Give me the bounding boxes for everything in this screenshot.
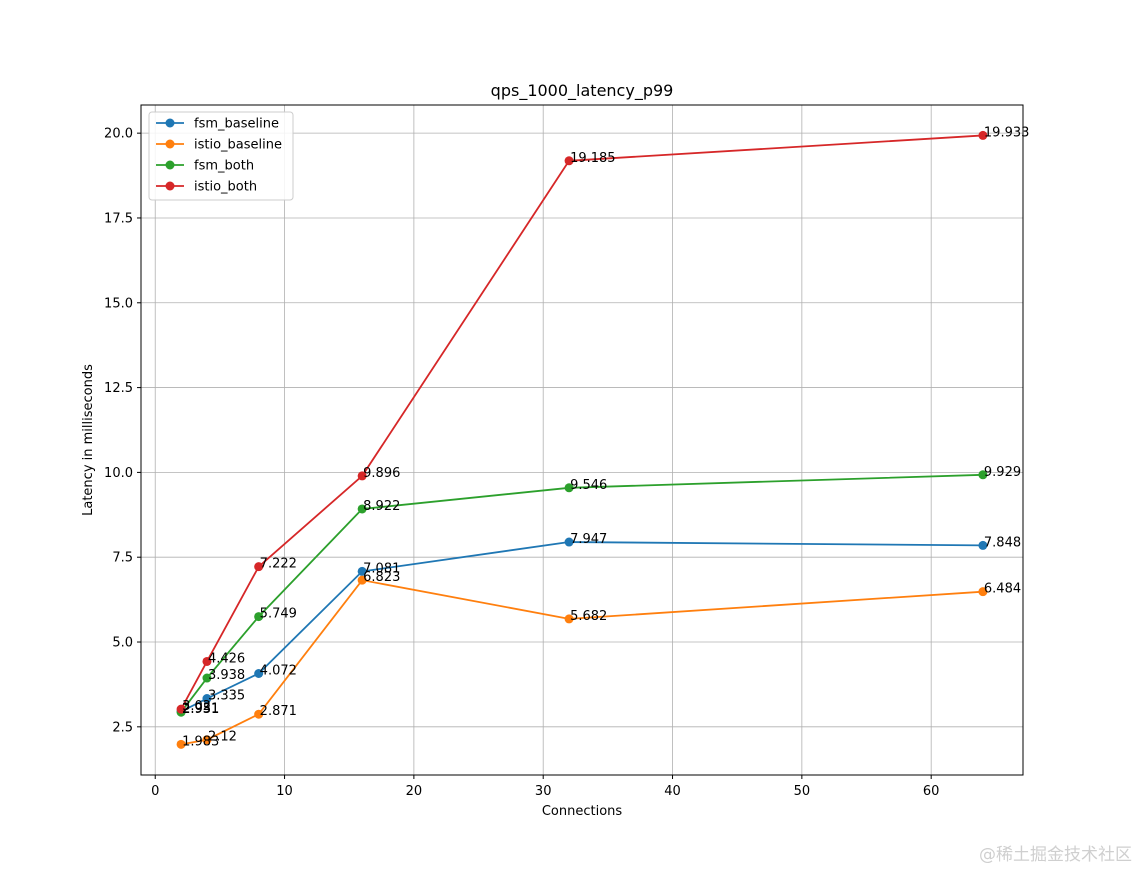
data-point-fsm_both bbox=[202, 673, 212, 683]
legend-label-fsm_baseline: fsm_baseline bbox=[194, 117, 279, 132]
data-label-istio_both: 7.222 bbox=[260, 557, 297, 572]
legend-label-istio_both: istio_both bbox=[194, 180, 257, 195]
data-label-istio_baseline: 6.823 bbox=[363, 570, 400, 585]
data-point-fsm_both bbox=[564, 483, 574, 493]
data-point-istio_both bbox=[202, 656, 212, 666]
data-point-fsm_baseline bbox=[564, 537, 574, 547]
data-label-fsm_baseline: 7.081 bbox=[363, 561, 400, 576]
y-tick-label: 17.5 bbox=[104, 211, 133, 226]
y-tick-label: 10.0 bbox=[104, 466, 133, 481]
y-tick-label: 15.0 bbox=[104, 296, 133, 311]
data-point-istio_baseline bbox=[564, 614, 574, 624]
y-tick-label: 2.5 bbox=[112, 720, 133, 735]
data-label-istio_both: 19.185 bbox=[570, 151, 616, 166]
data-label-fsm_baseline: 3.335 bbox=[208, 689, 245, 704]
data-point-istio_baseline bbox=[254, 709, 264, 719]
data-label-fsm_both: 5.749 bbox=[260, 607, 297, 622]
data-point-fsm_baseline bbox=[202, 694, 212, 704]
y-tick-label: 5.0 bbox=[112, 636, 133, 651]
legend-marker-fsm_both bbox=[165, 160, 175, 170]
data-label-istio_baseline: 2.12 bbox=[208, 730, 237, 745]
data-label-fsm_both: 3.938 bbox=[208, 668, 245, 683]
chart-title: qps_1000_latency_p99 bbox=[491, 81, 674, 101]
data-point-fsm_both bbox=[254, 612, 264, 622]
y-axis-ticks: 2.5 5.0 7.5 10.0 12.5 15.0 17.5 20.0 bbox=[104, 127, 141, 735]
legend: fsm_baseline istio_baseline fsm_both istio_… bbox=[148, 111, 294, 201]
legend-label-fsm_both: fsm_both bbox=[194, 159, 254, 174]
data-point-istio_both bbox=[564, 156, 574, 166]
data-label-istio_baseline: 6.484 bbox=[984, 582, 1021, 597]
y-tick-label: 20.0 bbox=[104, 127, 133, 142]
y-axis-label: Latency in milliseconds bbox=[81, 364, 96, 516]
grid-lines bbox=[141, 105, 1023, 775]
x-tick-label: 60 bbox=[923, 784, 940, 799]
data-label-istio_both: 9.896 bbox=[363, 466, 400, 481]
data-label-istio_baseline: 1.983 bbox=[182, 734, 219, 749]
data-point-fsm_both bbox=[357, 504, 367, 514]
watermark: @稀土掘金技术社区 bbox=[979, 845, 1132, 865]
series-line-istio_both bbox=[180, 134, 983, 710]
data-point-istio_both bbox=[357, 471, 367, 481]
data-point-fsm_baseline bbox=[357, 566, 367, 576]
data-label-istio_baseline: 5.682 bbox=[570, 609, 607, 624]
y-tick-label: 7.5 bbox=[112, 551, 133, 566]
data-point-istio_baseline bbox=[978, 587, 988, 597]
data-label-fsm_baseline: 7.848 bbox=[984, 535, 1021, 550]
x-axis-label: Connections bbox=[542, 804, 623, 819]
data-point-fsm_both bbox=[978, 470, 988, 480]
data-label-fsm_both: 8.922 bbox=[363, 499, 400, 514]
data-label-istio_both: 19.933 bbox=[984, 125, 1030, 140]
x-tick-label: 40 bbox=[664, 784, 681, 799]
data-point-istio_baseline bbox=[357, 575, 367, 585]
data-label-fsm_both: 9.546 bbox=[570, 478, 607, 493]
legend-label-istio_baseline: istio_baseline bbox=[194, 138, 282, 153]
series-line-fsm_baseline bbox=[180, 541, 983, 713]
series-group bbox=[176, 130, 988, 749]
series-line-fsm_both bbox=[180, 473, 983, 713]
data-label-fsm_baseline: 4.072 bbox=[260, 663, 297, 678]
x-tick-label: 0 bbox=[151, 784, 159, 799]
legend-box bbox=[148, 111, 294, 201]
legend-marker-istio_both bbox=[165, 181, 175, 191]
x-axis-ticks: 0 10 20 30 40 50 60 bbox=[151, 775, 939, 799]
data-point-istio_both bbox=[254, 562, 264, 572]
data-point-fsm_baseline bbox=[254, 668, 264, 678]
data-point-istio_baseline bbox=[176, 739, 186, 749]
data-point-istio_baseline bbox=[202, 735, 212, 745]
plot-area bbox=[140, 104, 1024, 776]
data-label-fsm_baseline: 2.951 bbox=[182, 702, 219, 717]
data-point-istio_both bbox=[978, 130, 988, 140]
data-label-fsm_both: 2.931 bbox=[182, 702, 219, 717]
legend-marker-istio_baseline bbox=[165, 139, 175, 149]
data-label-istio_both: 3.02 bbox=[182, 699, 211, 714]
data-point-fsm_baseline bbox=[978, 540, 988, 550]
x-tick-label: 50 bbox=[794, 784, 811, 799]
x-tick-label: 10 bbox=[276, 784, 293, 799]
data-point-istio_both bbox=[176, 704, 186, 714]
y-tick-label: 12.5 bbox=[104, 381, 133, 396]
data-label-istio_baseline: 2.871 bbox=[260, 704, 297, 719]
legend-marker-fsm_baseline bbox=[165, 118, 175, 128]
data-label-fsm_both: 9.929 bbox=[984, 465, 1021, 480]
x-tick-label: 20 bbox=[406, 784, 423, 799]
data-label-istio_both: 4.426 bbox=[208, 651, 245, 666]
x-tick-label: 30 bbox=[535, 784, 552, 799]
data-label-fsm_baseline: 7.947 bbox=[570, 532, 607, 547]
